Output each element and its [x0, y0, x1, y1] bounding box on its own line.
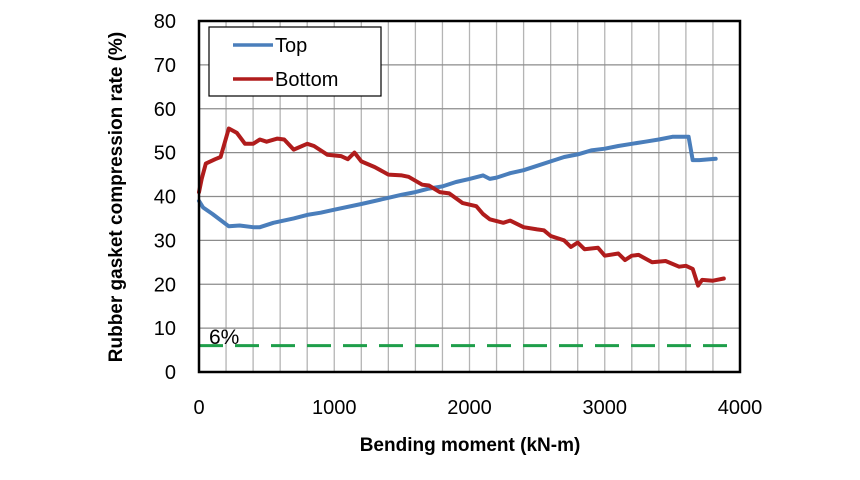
- x-tick-label: 2000: [447, 397, 492, 419]
- y-axis-ticks: 0 10 20 30 40 50 60 70 80: [154, 11, 176, 384]
- legend: Top Bottom: [208, 26, 382, 97]
- y-tick-label: 50: [154, 143, 176, 165]
- series-line-bottom: [197, 126, 726, 288]
- legend-label-top: Top: [275, 35, 307, 57]
- x-tick-label: 1000: [312, 397, 357, 419]
- x-tick-label: 3000: [583, 397, 628, 419]
- series-line-top: [197, 134, 718, 230]
- x-axis-ticks: 0 1000 2000 3000 4000: [193, 397, 762, 419]
- y-tick-label: 80: [154, 11, 176, 33]
- y-tick-label: 20: [154, 274, 176, 296]
- y-tick-label: 70: [154, 55, 176, 77]
- y-tick-label: 40: [154, 187, 176, 209]
- y-tick-label: 0: [165, 362, 176, 384]
- x-tick-label: 0: [193, 397, 204, 419]
- threshold-label: 6%: [209, 326, 239, 349]
- x-axis-title: Bending moment (kN-m): [360, 435, 581, 456]
- y-tick-label: 60: [154, 99, 176, 121]
- data-series: [197, 126, 726, 288]
- plot-area-border: [197, 19, 742, 374]
- y-tick-label: 30: [154, 230, 176, 252]
- legend-box: [208, 26, 382, 97]
- y-tick-label: 10: [154, 318, 176, 340]
- legend-label-bottom: Bottom: [275, 69, 338, 91]
- y-axis-title: Rubber gasket compression rate (%): [106, 32, 127, 362]
- x-tick-label: 4000: [718, 397, 763, 419]
